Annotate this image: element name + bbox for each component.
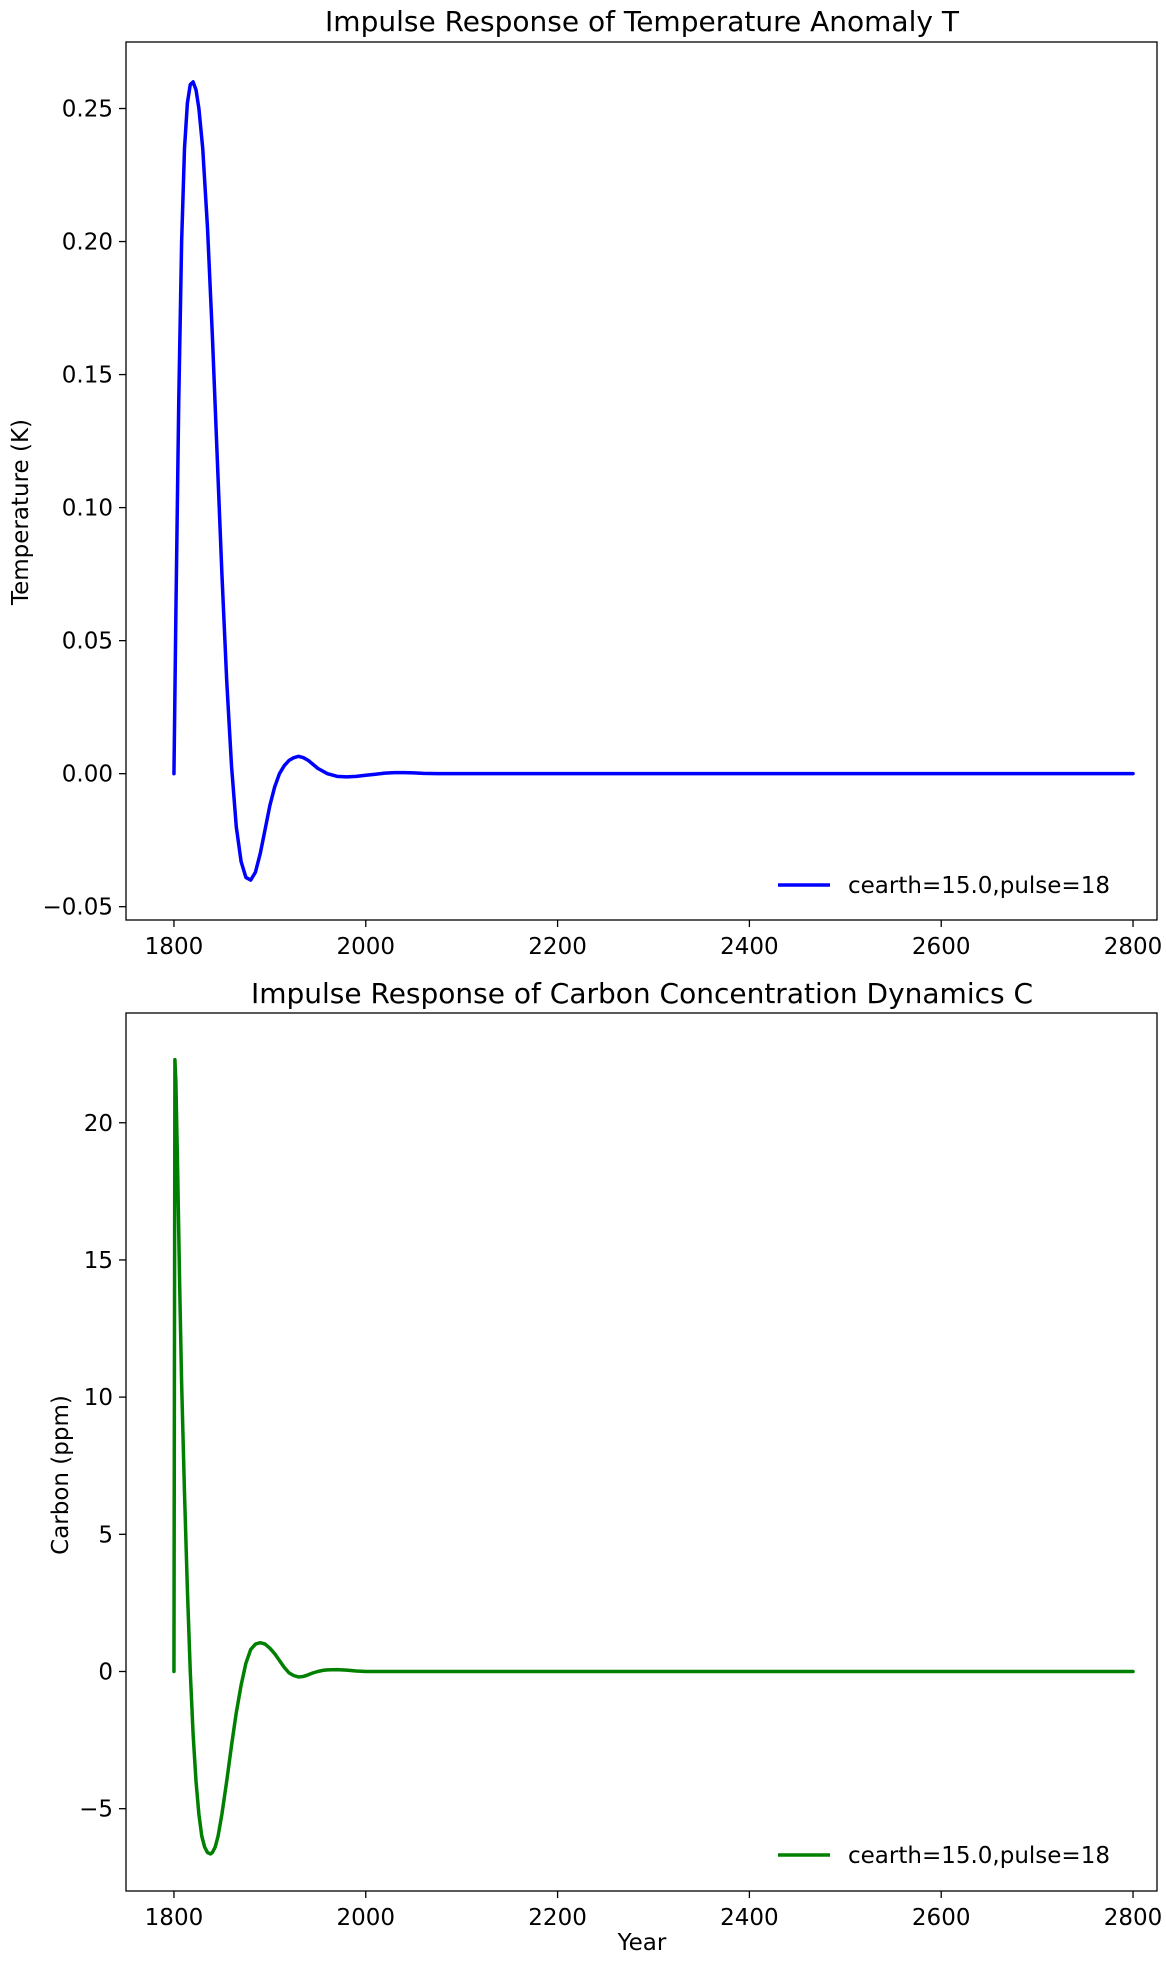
legend-label: cearth=15.0,pulse=18: [848, 873, 1110, 899]
y-axis-label: Temperature (K): [8, 419, 34, 606]
x-tick-label: 2200: [528, 934, 587, 960]
legend: cearth=15.0,pulse=18: [778, 1843, 1110, 1869]
x-tick-label: 1800: [145, 934, 204, 960]
series-line: [172, 1057, 1135, 1856]
plot-series: [172, 1057, 1135, 1856]
chart-title: Impulse Response of Carbon Concentration…: [251, 977, 1033, 1010]
y-tick-label: 0.10: [62, 496, 113, 522]
y-tick-label: 0.25: [62, 97, 113, 123]
x-axis-label: Year: [617, 1930, 667, 1956]
x-tick-label: 1800: [145, 1905, 204, 1931]
x-tick-label: 2600: [912, 934, 971, 960]
legend-label: cearth=15.0,pulse=18: [848, 1843, 1110, 1869]
y-tick-label: 0.15: [62, 363, 113, 389]
plot-series: [172, 80, 1135, 882]
legend: cearth=15.0,pulse=18: [778, 873, 1110, 899]
y-tick-label: 10: [84, 1385, 113, 1411]
y-tick-label: 15: [84, 1248, 113, 1274]
y-tick-label: 20: [84, 1111, 113, 1137]
x-tick-label: 2000: [336, 934, 395, 960]
y-tick-label: 0: [98, 1660, 113, 1686]
x-tick-label: 2400: [720, 934, 779, 960]
x-tick-label: 2800: [1104, 1905, 1163, 1931]
temperature-chart: Impulse Response of Temperature Anomaly …: [8, 5, 1162, 960]
y-tick-label: 0.00: [62, 762, 113, 788]
x-tick-label: 2800: [1104, 934, 1163, 960]
x-tick-label: 2600: [912, 1905, 971, 1931]
carbon-chart: Impulse Response of Carbon Concentration…: [48, 977, 1162, 1956]
plot-frame: [125, 1012, 1158, 1892]
y-axis-label: Carbon (ppm): [48, 1395, 74, 1555]
plot-frame: [125, 41, 1158, 921]
chart-title: Impulse Response of Temperature Anomaly …: [325, 5, 960, 38]
x-tick-label: 2000: [336, 1905, 395, 1931]
axis-ticks: 1800 2000 2200 2400 2600 2800 −0.05 0.00 0.05 0.1…: [43, 97, 1163, 960]
y-tick-label: −0.05: [43, 895, 113, 921]
y-tick-label: −5: [79, 1797, 113, 1823]
y-tick-label: 0.05: [62, 629, 113, 655]
y-tick-label: 5: [98, 1522, 113, 1548]
x-tick-label: 2400: [720, 1905, 779, 1931]
y-tick-label: 0.20: [62, 230, 113, 256]
series-line: [172, 80, 1135, 882]
axis-ticks: 1800 2000 2200 2400 2600 2800 −5 0 5 10 15 20: [79, 1111, 1162, 1931]
x-tick-label: 2200: [528, 1905, 587, 1931]
